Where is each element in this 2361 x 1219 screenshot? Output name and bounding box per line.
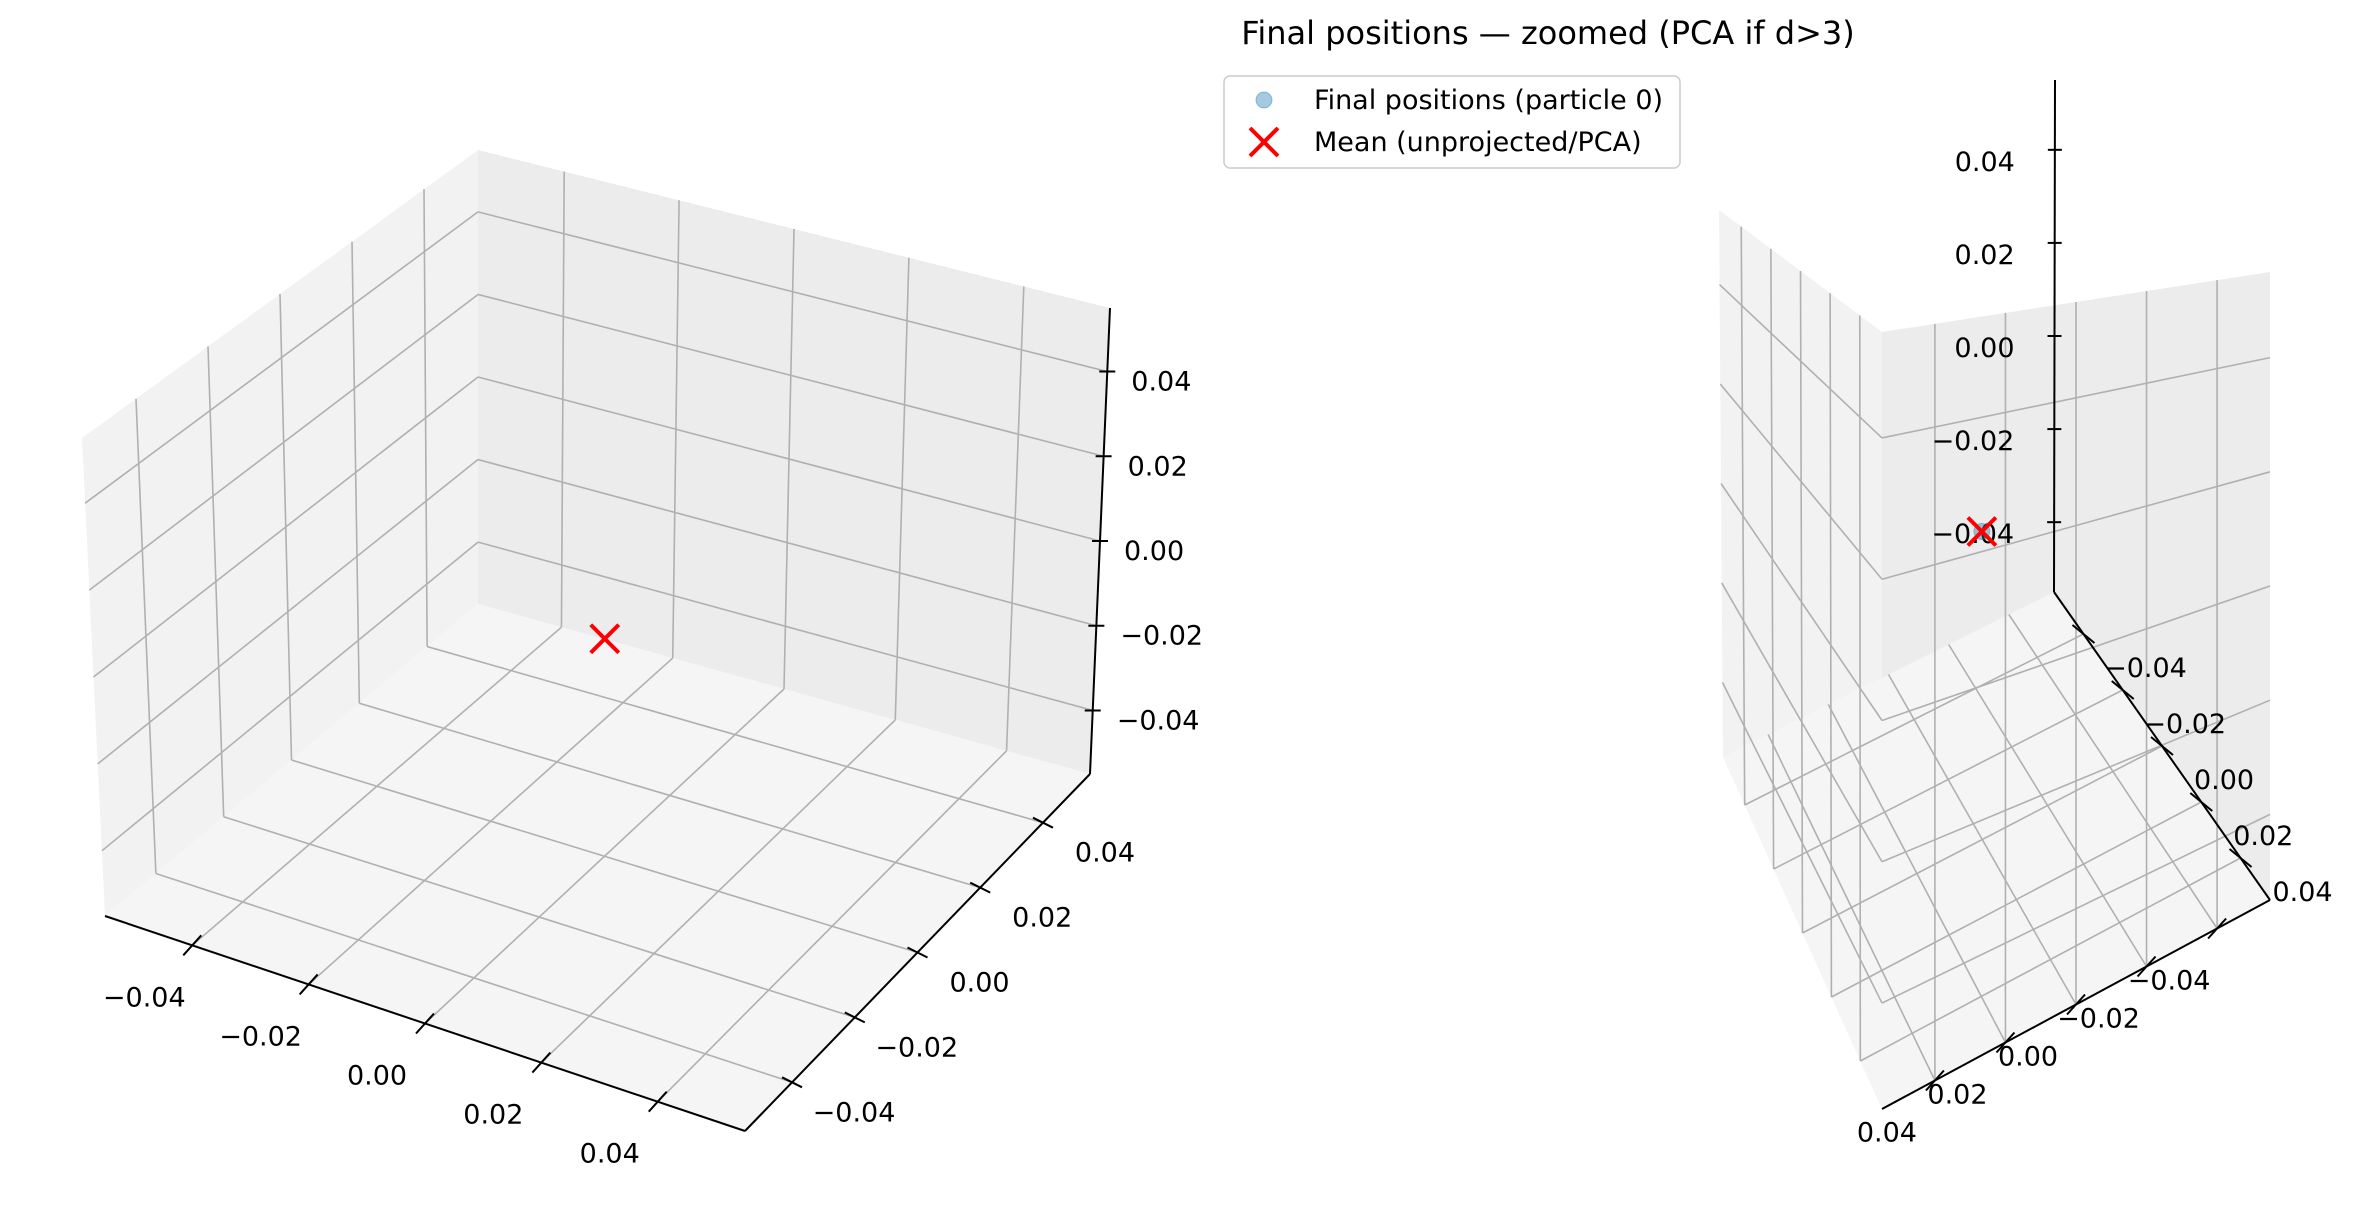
gridline: [423, 189, 428, 647]
x-tick: [647, 1091, 668, 1113]
gridline: [1948, 644, 2148, 967]
z-tick-label: 0.00: [1954, 333, 2014, 364]
mean-marker: [589, 623, 621, 655]
y-tick-label: 0.02: [2233, 821, 2293, 852]
gridline: [359, 702, 981, 889]
gridline: [2008, 614, 2218, 929]
y-tick: [969, 881, 991, 894]
x-tick: [182, 934, 203, 956]
gridline: [84, 211, 479, 504]
legend-label: Final positions (particle 0): [1314, 85, 1663, 116]
x-tick-label: −0.04: [2128, 966, 2211, 997]
gridline: [1829, 293, 1833, 998]
x-tick: [1925, 1069, 1945, 1092]
y-tick: [907, 946, 928, 959]
y-tick-label: 0.04: [1075, 838, 1135, 869]
gridline: [894, 257, 910, 720]
x-tick-label: 0.04: [1857, 1118, 1917, 1149]
axis-pane: [105, 604, 1090, 1131]
gridline: [426, 645, 1044, 824]
x-tick-label: −0.02: [2057, 1004, 2140, 1035]
x-tick: [2066, 993, 2086, 1016]
gridline: [477, 211, 1108, 373]
x-tick-label: 0.04: [580, 1139, 640, 1170]
y-tick: [781, 1076, 803, 1089]
legend-mean-icon: [1248, 126, 1280, 158]
gridline: [1881, 356, 2271, 439]
z-tick-label: −0.02: [1932, 426, 2015, 457]
y-tick-label: −0.02: [2143, 709, 2226, 740]
gridline: [1881, 471, 2271, 580]
y-tick: [2150, 736, 2174, 756]
gridline: [540, 719, 896, 1064]
legend-point-icon: [1255, 91, 1273, 109]
mean-marker: [1966, 516, 1998, 547]
x-tick: [415, 1012, 435, 1035]
gridline: [657, 750, 1008, 1103]
z-tick-label: 0.00: [1124, 536, 1184, 567]
gridline: [1858, 315, 1862, 1062]
gridline: [291, 759, 918, 954]
z-tick-label: 0.02: [1955, 240, 2015, 271]
gridline: [1719, 383, 1883, 580]
legend-label: Mean (unprojected/PCA): [1314, 127, 1642, 158]
x-tick: [1995, 1031, 2016, 1054]
right-3d-axes: Final positions — zoomed (PCA if d>3) −0…: [1241, 14, 2332, 1149]
gridline: [1881, 585, 2271, 722]
y-tick: [2228, 848, 2253, 868]
z-tick-label: −0.04: [1117, 705, 1200, 736]
z-tick-label: 0.04: [1131, 367, 1191, 398]
gridline: [88, 293, 479, 591]
x-tick-label: 0.02: [463, 1100, 523, 1131]
x-tick-label: −0.02: [219, 1021, 302, 1052]
x-tick: [2207, 917, 2227, 940]
gridline: [1005, 286, 1025, 751]
y-tick: [2111, 680, 2135, 700]
gridline: [1831, 801, 2202, 998]
gridline: [477, 293, 1104, 458]
z-tick-label: −0.02: [1120, 621, 1203, 652]
y-tick: [1032, 816, 1054, 829]
x-tick-label: 0.00: [1998, 1042, 2058, 1073]
z-tick-label: 0.04: [1955, 147, 2015, 178]
axis-pane: [82, 150, 478, 916]
chart-title: Final positions — zoomed (PCA if d>3): [1241, 14, 1854, 52]
y-tick-label: 0.02: [1012, 903, 1072, 934]
y-tick: [2071, 624, 2096, 644]
y-tick-label: 0.00: [2194, 765, 2254, 796]
y-tick-label: −0.04: [2104, 653, 2187, 684]
gridline: [1859, 857, 2241, 1062]
gridline: [477, 376, 1101, 542]
axis-pane: [478, 150, 1110, 774]
gridline: [1887, 674, 2077, 1005]
gridline: [1718, 284, 1883, 439]
y-tick-label: −0.02: [875, 1032, 958, 1063]
gridline: [93, 376, 479, 678]
y-tick-label: 0.00: [949, 968, 1009, 999]
y-tick: [2189, 792, 2213, 812]
x-tick-label: −0.04: [103, 982, 186, 1013]
z-tick-label: 0.02: [1128, 451, 1188, 482]
y-tick-label: −0.04: [813, 1097, 896, 1128]
y-tick-label: 0.04: [2272, 877, 2332, 908]
gridline: [351, 241, 361, 704]
legend-box: [1223, 75, 1681, 169]
gridline: [1720, 483, 1883, 721]
x-tick-label: 0.00: [347, 1061, 407, 1092]
x-tick-label: 0.02: [1927, 1080, 1987, 1111]
left-3d-axes: −0.04 −0.02 0.00 0.02 0.04 −0.04 −0.02 0.00 0.02…: [82, 150, 1203, 1170]
x-tick: [2136, 955, 2157, 978]
x-tick: [531, 1051, 552, 1074]
legend: Final positions (particle 0) Mean (unproj…: [1223, 75, 1681, 169]
x-tick: [298, 973, 319, 996]
y-tick: [844, 1011, 866, 1024]
